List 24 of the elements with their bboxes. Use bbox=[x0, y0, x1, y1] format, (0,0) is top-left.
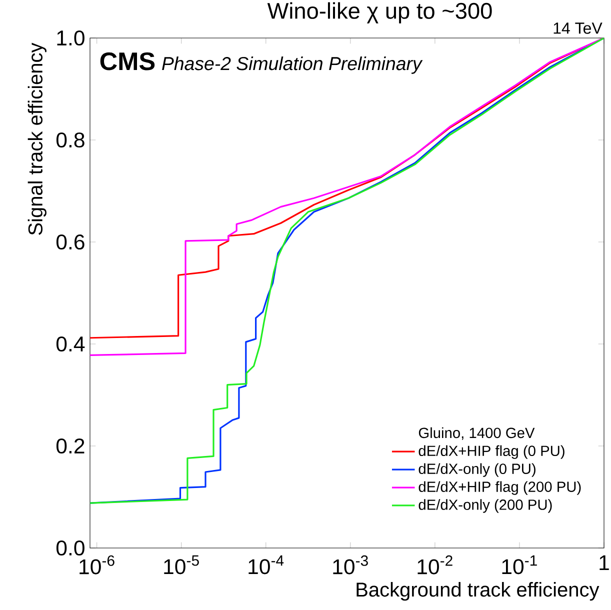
x-axis-title: Background track efficiency bbox=[356, 582, 600, 601]
y-axis-title: Signal track efficiency bbox=[28, 42, 46, 235]
x-tick-label: 10$^{-3}$ bbox=[333, 555, 368, 574]
x-tick-label: 10$^{-2}$ bbox=[418, 555, 452, 574]
x-tick-label: 10$^{-4}$ bbox=[248, 555, 284, 574]
y-tick-label: 1.0 bbox=[57, 30, 84, 46]
legend-label: dE/dX+HIP flag (0 PU) bbox=[418, 445, 564, 459]
y-tick-label: 0.4 bbox=[56, 336, 85, 352]
annotation: CMS bbox=[100, 52, 155, 70]
legend-label: dE/dX+HIP flag (200 PU) bbox=[418, 481, 581, 495]
x-tick-label: 10$^{-5}$ bbox=[164, 555, 199, 574]
y-tick-label: 0.0 bbox=[56, 540, 84, 556]
y-tick-label: 0.8 bbox=[56, 132, 84, 148]
x-tick-label: 10$^{-6}$ bbox=[80, 555, 114, 574]
y-tick-label: 0.6 bbox=[56, 234, 84, 250]
text: 14 TeV bbox=[554, 22, 602, 34]
y-tick-label: 0.2 bbox=[56, 438, 84, 454]
chart-title: Wino-like χ up to ~300 bbox=[267, 2, 492, 24]
legend-label: dE/dX-only (200 PU) bbox=[418, 499, 552, 513]
x-tick-label: 10$^{-1}$ bbox=[502, 555, 537, 574]
legend-title: Gluino, 1400 GeV bbox=[418, 427, 535, 440]
x-tick-label: 1 bbox=[600, 555, 609, 570]
annotation: Phase-2 Simulation Preliminary bbox=[162, 56, 423, 74]
legend-label: dE/dX-only (0 PU) bbox=[418, 463, 536, 477]
